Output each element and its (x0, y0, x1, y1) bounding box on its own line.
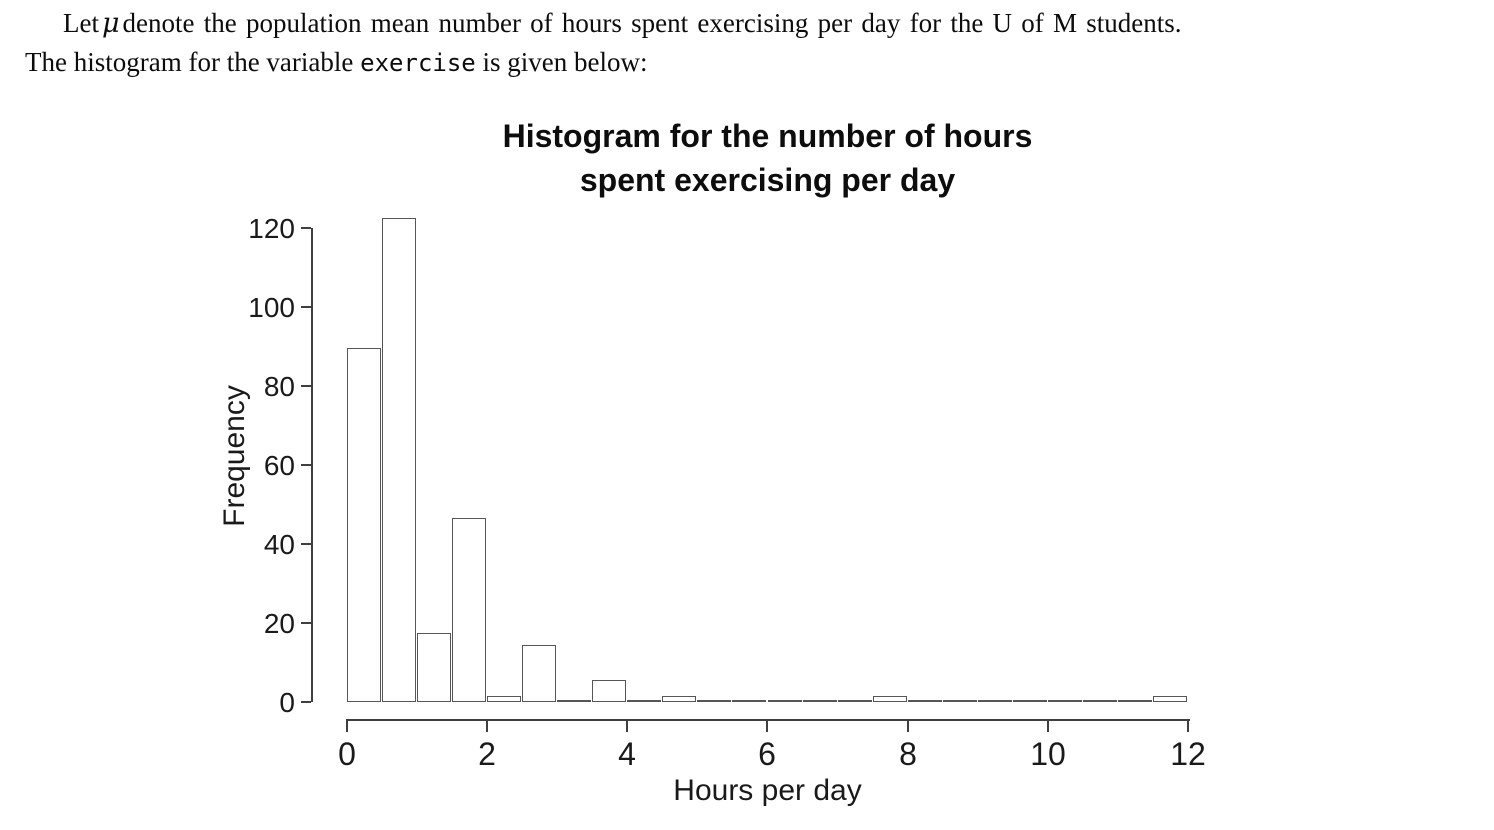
x-axis-line (347, 719, 1190, 721)
variable-name: exercise (360, 49, 476, 77)
histogram-bar (1082, 700, 1117, 702)
y-tick (301, 543, 311, 545)
x-tick-label: 4 (618, 736, 636, 772)
x-tick (1047, 719, 1049, 732)
x-tick (486, 719, 488, 732)
y-tick-label: 20 (263, 608, 295, 639)
histogram-bar (347, 348, 381, 702)
histogram-bar (1012, 700, 1047, 702)
x-tick (766, 719, 768, 732)
chart-title-line-2: spent exercising per day (579, 162, 956, 198)
histogram-bar (697, 700, 732, 702)
y-tick (301, 622, 311, 624)
y-tick-label: 40 (263, 529, 295, 560)
histogram-bar (452, 518, 487, 702)
histogram-bar (487, 696, 522, 702)
problem-line-2: The histogram for the variable exercise … (25, 43, 1473, 83)
problem-line-1: Let μ denote the population mean number of… (25, 4, 1473, 43)
x-axis-label: Hours per day (673, 774, 862, 807)
y-tick-label: 100 (248, 292, 295, 323)
histogram-bar (732, 700, 767, 702)
problem-text: denote the population mean number of hou… (122, 8, 1182, 38)
histogram-bar (802, 700, 837, 702)
y-tick (301, 227, 311, 229)
histogram-bar (1117, 700, 1152, 702)
y-axis-line (311, 228, 313, 702)
x-tick (346, 719, 348, 732)
y-tick (301, 385, 311, 387)
histogram-bar (907, 700, 942, 702)
chart-title: Histogram for the number of hours spent … (347, 114, 1188, 202)
y-tick (301, 464, 311, 466)
histogram-bar (382, 218, 416, 702)
problem-statement: Let μ denote the population mean number of… (25, 4, 1473, 83)
x-tick (907, 719, 909, 732)
y-tick-label: 80 (263, 371, 295, 402)
mu-symbol: μ (101, 8, 120, 39)
x-tick-label: 10 (1030, 736, 1066, 772)
histogram-bar (662, 696, 697, 702)
y-tick (301, 701, 311, 703)
histogram-bar (837, 700, 872, 702)
histogram-bar (1047, 700, 1082, 702)
x-tick-label: 2 (478, 736, 496, 772)
x-tick (1187, 719, 1189, 732)
x-tick-label: 6 (758, 736, 776, 772)
x-tick-label: 12 (1170, 736, 1206, 772)
histogram-bar (417, 633, 452, 702)
histogram-bar (872, 696, 907, 702)
histogram-bar (977, 700, 1012, 702)
problem-text: Let (63, 8, 99, 38)
histogram-bar (627, 700, 662, 702)
histogram-bar (767, 700, 802, 702)
y-tick-label: 60 (263, 450, 295, 481)
problem-text: is given below: (475, 47, 648, 77)
x-tick-label: 0 (338, 736, 356, 772)
y-tick-label: 120 (248, 213, 295, 244)
x-tick-label: 8 (899, 736, 917, 772)
y-tick (301, 306, 311, 308)
problem-text: The histogram for the variable (25, 47, 361, 77)
histogram-bar (592, 680, 627, 702)
histogram-bar (522, 645, 557, 702)
y-tick-label: 0 (279, 687, 295, 718)
histogram-bar (557, 700, 592, 702)
histogram-bar (942, 700, 977, 702)
histogram-bar (1152, 696, 1187, 702)
chart-title-line-1: Histogram for the number of hours (502, 118, 1033, 154)
x-tick (626, 719, 628, 732)
